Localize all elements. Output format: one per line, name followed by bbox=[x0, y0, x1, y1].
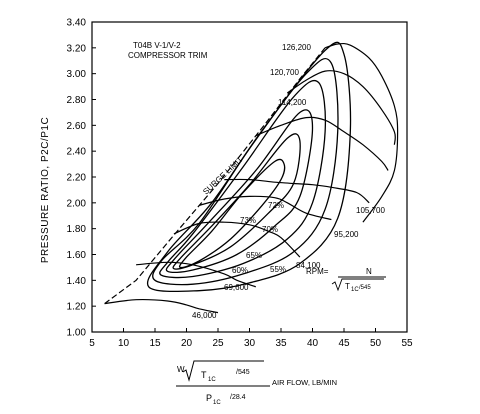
y-tick-label: 3.00 bbox=[67, 69, 87, 80]
x-formula-w: W bbox=[177, 365, 185, 374]
y-tick-label: 3.40 bbox=[67, 18, 87, 29]
x-axis-formula: W T 1C /545 P 1C /28.4 AIR FLOW, LB/MIN bbox=[176, 360, 337, 406]
x-formula-t-sub: 1C bbox=[208, 377, 216, 383]
speed-line-69600 bbox=[136, 261, 257, 288]
x-tick-label: 15 bbox=[149, 338, 161, 349]
x-tick-label: 50 bbox=[370, 338, 382, 349]
speed-label: 114,200 bbox=[278, 98, 307, 107]
rpm-formula-numerator: N bbox=[366, 267, 372, 276]
y-tick-label: 1.00 bbox=[67, 328, 87, 339]
x-tick-label: 30 bbox=[244, 338, 256, 349]
y-tick-label: 2.40 bbox=[67, 147, 87, 158]
x-tick-label: 45 bbox=[338, 338, 350, 349]
efficiency-island-72pct bbox=[172, 133, 301, 270]
x-formula-t-rest: /545 bbox=[236, 369, 250, 376]
y-axis-label: PRESSURE RATIO, P2C/P1C bbox=[40, 117, 51, 263]
y-tick-label: 1.80 bbox=[67, 224, 87, 235]
x-formula-p-sub: 1C bbox=[213, 400, 221, 406]
ticks-layer: 5 10 15 20 25 30 35 40 45 50 55 1.00 1.20 1.40 1.60 1.8… bbox=[67, 18, 413, 350]
x-tick-label: 10 bbox=[118, 338, 130, 349]
speed-label: 69,600 bbox=[224, 283, 249, 292]
efficiency-island-70pct bbox=[165, 109, 314, 274]
rpm-formula-denominator: T bbox=[345, 282, 350, 291]
rpm-formula: RPM= N T 1C /545 bbox=[306, 267, 386, 293]
efficiency-island-73pct bbox=[178, 158, 286, 269]
efficiency-island-55pct bbox=[146, 41, 352, 293]
x-axis-label: AIR FLOW, LB/MIN bbox=[272, 378, 337, 387]
y-tick-label: 2.60 bbox=[67, 121, 87, 132]
efficiency-label: 70% bbox=[262, 225, 278, 234]
y-tick-label: 2.00 bbox=[67, 198, 87, 209]
speed-label: 46,000 bbox=[192, 311, 217, 320]
efficiency-island-65pct bbox=[159, 79, 327, 279]
x-formula-p-rest: /28.4 bbox=[230, 394, 246, 401]
speed-line-95200 bbox=[198, 195, 332, 221]
x-formula-p: P bbox=[206, 393, 212, 403]
x-tick-label: 35 bbox=[275, 338, 287, 349]
speed-line-126200 bbox=[324, 42, 399, 223]
speed-label: 126,200 bbox=[282, 43, 311, 52]
speed-label: 120,700 bbox=[270, 68, 299, 77]
y-tick-label: 1.20 bbox=[67, 302, 87, 313]
curves-layer bbox=[104, 41, 399, 314]
x-tick-label: 5 bbox=[89, 338, 95, 349]
x-tick-label: 40 bbox=[307, 338, 319, 349]
y-tick-label: 1.60 bbox=[67, 250, 87, 261]
rpm-formula-denominator-rest: /545 bbox=[359, 285, 371, 291]
efficiency-label: 55% bbox=[270, 265, 286, 274]
efficiency-label: 60% bbox=[232, 266, 248, 275]
rpm-formula-lhs: RPM= bbox=[306, 267, 329, 276]
speed-line-114200 bbox=[255, 116, 389, 171]
x-formula-radical bbox=[182, 360, 264, 382]
speed-label: 95,200 bbox=[334, 230, 359, 239]
y-tick-label: 3.20 bbox=[67, 43, 87, 54]
y-tick-label: 2.80 bbox=[67, 95, 87, 106]
y-tick-label: 1.40 bbox=[67, 276, 87, 287]
x-tick-label: 25 bbox=[212, 338, 224, 349]
speed-line-105700 bbox=[224, 178, 370, 204]
chart-title-line-2: COMPRESSOR TRIM bbox=[128, 51, 208, 60]
speed-line-120700 bbox=[286, 70, 396, 145]
efficiency-label: 73% bbox=[240, 216, 256, 225]
efficiency-label: 65% bbox=[246, 251, 262, 260]
curve-labels-layer: SURGE LIMIT46,00069,60084,10095,200105,7… bbox=[192, 43, 385, 320]
x-tick-label: 20 bbox=[181, 338, 193, 349]
y-tick-label: 2.20 bbox=[67, 173, 87, 184]
surge-limit-line bbox=[104, 47, 326, 305]
rpm-formula-denominator-sub: 1C bbox=[351, 287, 359, 293]
efficiency-label: 72% bbox=[268, 201, 284, 210]
speed-label: 105,700 bbox=[356, 206, 385, 215]
speed-line-46000 bbox=[104, 299, 219, 314]
rpm-formula-radical bbox=[331, 278, 384, 292]
speed-line-84100 bbox=[173, 221, 301, 258]
x-formula-t: T bbox=[201, 370, 207, 380]
speed-label: 84,100 bbox=[296, 261, 321, 270]
x-tick-label: 55 bbox=[401, 338, 413, 349]
chart-title-line-1: T04B V-1/V-2 bbox=[133, 41, 181, 50]
